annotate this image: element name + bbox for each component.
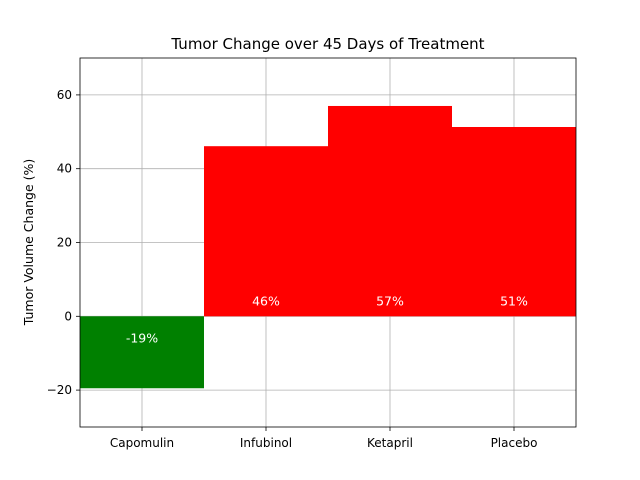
y-tick-label: 20 [57, 236, 72, 250]
data-labels: -19% 46% 57% 51% [126, 293, 528, 345]
bar-placebo [452, 127, 576, 317]
y-tick-label: 0 [64, 309, 72, 323]
bars [80, 105, 576, 389]
data-label: 57% [376, 293, 404, 308]
data-label: -19% [126, 330, 158, 345]
x-axis: Capomulin Infubinol Ketapril Placebo [110, 427, 538, 450]
x-tick-label: Capomulin [110, 436, 174, 450]
chart-title: Tumor Change over 45 Days of Treatment [170, 35, 484, 53]
x-tick-label: Infubinol [240, 436, 292, 450]
data-label: 46% [252, 293, 280, 308]
data-label: 51% [500, 293, 528, 308]
y-axis: −20 0 20 40 60 [47, 88, 80, 397]
y-tick-label: 40 [57, 162, 72, 176]
y-tick-label: −20 [47, 383, 72, 397]
y-tick-label: 60 [57, 88, 72, 102]
bar-capomulin [80, 316, 204, 389]
bar-ketapril [328, 105, 452, 317]
bar-infubinol [204, 146, 328, 317]
x-tick-label: Ketapril [367, 436, 413, 450]
x-tick-label: Placebo [491, 436, 538, 450]
y-axis-label: Tumor Volume Change (%) [21, 159, 36, 327]
